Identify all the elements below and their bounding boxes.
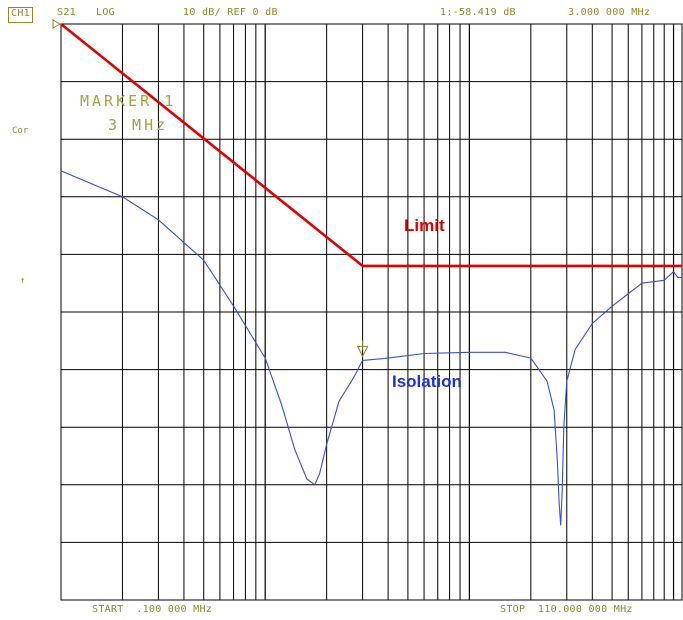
limit-line [60, 22, 682, 268]
marker-box-line1: MARKER 1 [80, 92, 177, 110]
format-label: LOG [96, 7, 115, 18]
limit-label: Limit [404, 216, 445, 235]
reference-marker-icon [52, 19, 62, 29]
param-label: S21 [57, 7, 76, 18]
channel-indicator: CH1 [8, 7, 33, 23]
markers [52, 19, 369, 358]
scale-label: 10 dB/ REF 0 dB [183, 7, 278, 18]
reference-arrow-icon: ↑ [20, 276, 26, 286]
stop-frequency: STOP 110.000 000 MHz [500, 604, 633, 615]
isolation-trace [60, 170, 682, 526]
isolation-label: Isolation [392, 372, 462, 391]
marker-box-line2: 3 MHz [108, 116, 169, 134]
start-frequency: START .100 000 MHz [92, 604, 213, 615]
correction-label: Cor [12, 126, 29, 136]
marker-frequency: 3.000 000 MHz [568, 7, 651, 18]
marker-readout: 1:-58.419 dB [440, 7, 516, 18]
grid [60, 23, 683, 601]
traces [60, 22, 682, 526]
